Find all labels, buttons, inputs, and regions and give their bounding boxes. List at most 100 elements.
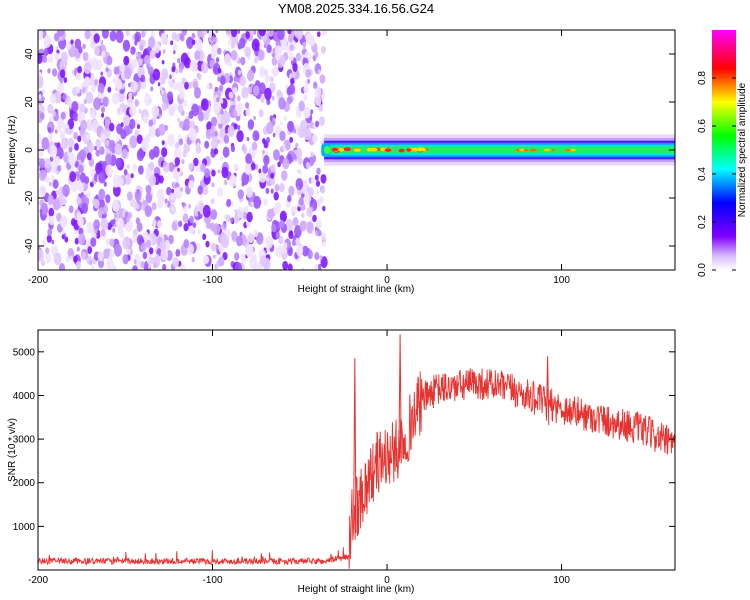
- noise-speck: [221, 235, 230, 249]
- noise-speck: [245, 244, 254, 258]
- noise-speck: [316, 219, 322, 229]
- noise-speck: [178, 138, 184, 146]
- noise-speck: [141, 204, 145, 210]
- noise-speck: [174, 166, 183, 179]
- noise-speck: [109, 30, 117, 42]
- noise-speck: [89, 181, 94, 188]
- noise-speck: [222, 146, 230, 158]
- noise-speck: [291, 239, 296, 246]
- noise-speck: [116, 211, 119, 216]
- noise-speck: [97, 82, 105, 94]
- noise-speck: [114, 244, 122, 257]
- noise-speck: [251, 38, 260, 52]
- noise-speck: [287, 195, 292, 203]
- noise-speck: [109, 122, 115, 132]
- noise-speck: [141, 30, 146, 38]
- noise-speck: [188, 81, 193, 89]
- noise-speck: [194, 87, 201, 99]
- noise-speck: [75, 260, 81, 270]
- noise-speck: [157, 82, 161, 87]
- noise-speck: [202, 186, 209, 196]
- noise-speck: [53, 32, 60, 42]
- noise-speck: [171, 65, 176, 73]
- noise-speck: [266, 136, 270, 144]
- noise-speck: [230, 145, 236, 153]
- noise-speck: [171, 221, 177, 231]
- figure-title: YM08.2025.334.16.56.G24: [278, 1, 434, 16]
- noise-speck: [122, 236, 130, 250]
- noise-speck: [126, 216, 130, 223]
- noise-speck: [275, 201, 282, 212]
- noise-speck: [94, 146, 97, 151]
- noise-speck: [204, 255, 210, 264]
- noise-speck: [191, 103, 200, 117]
- noise-speck: [150, 86, 154, 92]
- noise-speck: [105, 164, 113, 177]
- noise-speck: [116, 136, 120, 142]
- noise-speck: [95, 194, 99, 200]
- noise-speck: [64, 156, 69, 162]
- band-hotspot: [398, 148, 405, 153]
- noise-speck: [105, 153, 113, 165]
- noise-speck: [94, 79, 98, 86]
- noise-speck: [262, 149, 265, 155]
- noise-speck: [136, 148, 145, 162]
- noise-speck: [116, 217, 125, 230]
- spectrogram-y-ticks: -40 -20 0 20 40: [24, 48, 675, 253]
- band-hotspot: [338, 148, 344, 152]
- noise-speck: [241, 86, 249, 99]
- noise-speck: [99, 146, 105, 156]
- noise-speck: [251, 201, 254, 207]
- noise-speck: [278, 55, 286, 67]
- noise-speck: [211, 169, 216, 177]
- noise-speck: [118, 227, 124, 237]
- noise-speck: [266, 246, 270, 253]
- noise-speck: [298, 197, 304, 206]
- noise-speck: [81, 203, 88, 214]
- noise-speck: [89, 160, 93, 165]
- noise-speck: [136, 260, 140, 267]
- noise-speck: [217, 187, 224, 198]
- colorbar-tick-label: 0.8: [697, 71, 708, 85]
- noise-speck: [314, 174, 319, 181]
- noise-speck: [175, 249, 181, 257]
- noise-speck: [98, 92, 102, 97]
- noise-speck: [218, 243, 224, 253]
- noise-speck: [60, 111, 66, 120]
- noise-speck: [289, 44, 294, 51]
- noise-speck: [288, 52, 294, 62]
- noise-speck: [148, 119, 154, 127]
- noise-speck: [158, 113, 162, 119]
- noise-speck: [271, 68, 275, 74]
- noise-speck: [274, 184, 280, 192]
- noise-speck: [156, 188, 164, 201]
- noise-speck: [270, 76, 274, 83]
- noise-speck: [138, 109, 142, 114]
- signal-band-layer-rect: [324, 146, 675, 154]
- noise-speck: [146, 239, 151, 249]
- noise-speck: [277, 161, 281, 168]
- noise-speck: [144, 205, 152, 217]
- noise-speck: [103, 204, 109, 213]
- noise-speck: [219, 156, 223, 161]
- noise-speck: [56, 30, 65, 37]
- noise-speck: [132, 234, 138, 244]
- noise-speck: [98, 171, 106, 184]
- noise-speck: [116, 176, 124, 188]
- noise-speck: [296, 185, 300, 191]
- noise-speck: [158, 123, 166, 136]
- noise-speck: [73, 255, 78, 263]
- noise-speck: [197, 211, 201, 216]
- noise-speck: [149, 49, 156, 60]
- noise-speck: [237, 42, 242, 50]
- noise-speck: [177, 103, 184, 113]
- noise-speck: [193, 157, 199, 167]
- colorbar: 0.0 0.2 0.4 0.6 0.8 Normalized spectral ampl…: [697, 30, 748, 277]
- noise-speck: [270, 164, 276, 173]
- noise-speck: [91, 264, 95, 270]
- noise-speck: [278, 97, 286, 110]
- noise-speck: [65, 127, 69, 134]
- noise-speck: [161, 68, 169, 80]
- noise-speck: [204, 168, 211, 178]
- noise-speck: [115, 73, 119, 79]
